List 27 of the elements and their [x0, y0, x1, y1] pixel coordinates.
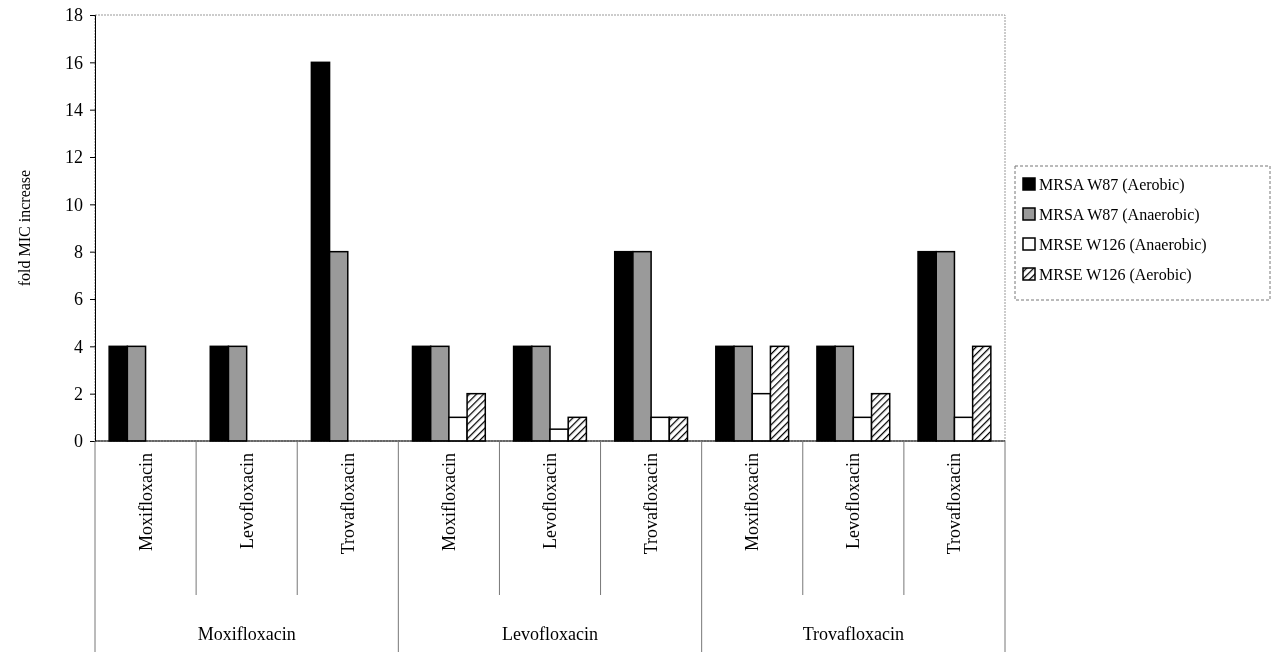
text: Trovafloxacin — [802, 624, 904, 644]
x-tick-label: Moxifloxacin — [438, 453, 459, 551]
legend-label: MRSE W126 (Anaerobic) — [1039, 236, 1207, 254]
y-tick-label: 6 — [74, 289, 83, 310]
x-tick-label: Levofloxacin — [843, 453, 864, 549]
y-tick-label: 12 — [65, 147, 83, 168]
y-tick-label: 10 — [65, 194, 83, 215]
text: Levofloxacin — [502, 624, 598, 644]
y-tick-label: 0 — [74, 431, 83, 452]
y-tick-label: 14 — [65, 99, 83, 120]
legend-label: MRSA W87 (Aerobic) — [1039, 176, 1185, 194]
y-tick-label: 18 — [65, 5, 83, 26]
x-tick-label: Moxifloxacin — [742, 453, 763, 551]
legend-label: MRSA W87 (Anaerobic) — [1039, 206, 1200, 224]
x-tick-label: Moxifloxacin — [135, 453, 156, 551]
x-tick-label: Levofloxacin — [540, 453, 560, 549]
x-tick-label: Levofloxacin — [236, 453, 257, 549]
y-tick-label: 8 — [74, 241, 83, 262]
x-tick-label: Trovafloxacin — [337, 453, 358, 555]
x-tick-label: Trovafloxacin — [944, 453, 965, 555]
y-axis-title: fold MIC increase — [16, 169, 33, 287]
text: Moxifloxacin — [197, 624, 296, 644]
legend-label: MRSE W126 (Aerobic) — [1039, 266, 1192, 284]
y-tick-label: 4 — [74, 336, 83, 357]
y-tick-label: 16 — [65, 52, 83, 73]
x-tick-label: Trovafloxacin — [641, 453, 662, 555]
y-tick-label: 2 — [74, 383, 83, 404]
